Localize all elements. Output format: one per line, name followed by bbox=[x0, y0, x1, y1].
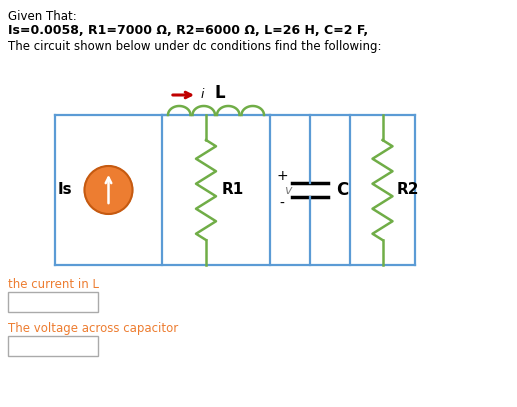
FancyBboxPatch shape bbox=[8, 292, 98, 312]
Text: The voltage across capacitor: The voltage across capacitor bbox=[8, 322, 178, 335]
FancyBboxPatch shape bbox=[8, 336, 98, 356]
Text: L: L bbox=[215, 84, 225, 102]
Text: v: v bbox=[284, 184, 292, 197]
Text: R2: R2 bbox=[397, 182, 419, 197]
Text: C: C bbox=[336, 181, 348, 199]
Text: R1: R1 bbox=[222, 182, 244, 197]
Text: the current in L: the current in L bbox=[8, 278, 99, 291]
Text: Is: Is bbox=[58, 182, 72, 197]
Text: -: - bbox=[280, 197, 284, 211]
Text: i: i bbox=[201, 88, 205, 101]
Text: The circuit shown below under dc conditions find the following:: The circuit shown below under dc conditi… bbox=[8, 40, 382, 53]
Text: +: + bbox=[276, 169, 288, 183]
Text: Is=0.0058, R1=7000 Ω, R2=6000 Ω, L=26 H, C=2 F,: Is=0.0058, R1=7000 Ω, R2=6000 Ω, L=26 H,… bbox=[8, 24, 368, 37]
Circle shape bbox=[84, 166, 132, 214]
Text: Given That:: Given That: bbox=[8, 10, 77, 23]
